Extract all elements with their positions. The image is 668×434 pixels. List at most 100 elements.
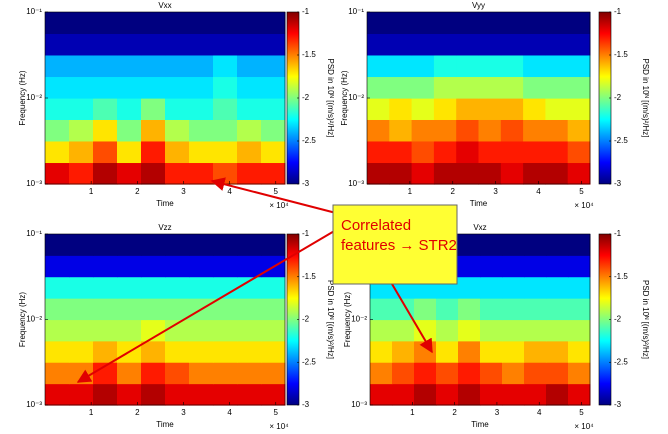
heatmap-cell (411, 97, 435, 120)
heatmap-cell (237, 33, 262, 56)
heatmap-cell (458, 362, 481, 385)
heatmap-cell (456, 11, 479, 34)
arrow (76, 229, 337, 383)
heatmap-cell (370, 319, 393, 342)
arrow (210, 177, 337, 214)
heatmap-cell (478, 33, 502, 56)
heatmap-cell (189, 319, 214, 342)
heatmap-cell (93, 383, 118, 406)
heatmap-cell (93, 76, 118, 99)
heatmap-cell (165, 97, 190, 120)
heatmap-cell (189, 162, 214, 185)
heatmap-cell (433, 76, 457, 99)
heatmap-cell (165, 233, 190, 256)
heatmap-cell (237, 55, 262, 78)
heatmap-cell (141, 76, 166, 99)
heatmap-cell (93, 141, 118, 164)
heatmap-cell (523, 97, 546, 120)
heatmap-cell (389, 33, 413, 56)
heatmap-cell (500, 141, 524, 164)
x-tick-label: 4 (227, 408, 232, 417)
colorbar-tick-label: -3 (302, 400, 310, 409)
heatmap-cell (261, 340, 286, 363)
heatmap-cell (500, 76, 524, 99)
colorbar-label: PSD in 10ᴺ [(m/s)²/Hz] (326, 280, 335, 359)
heatmap-cell (478, 11, 502, 34)
heatmap-cell (189, 33, 214, 56)
colorbar-label: PSD in 10ᴺ [(m/s)²/Hz] (326, 58, 335, 137)
x-tick-label: 3 (493, 187, 498, 196)
heatmap-cell (480, 319, 503, 342)
heatmap-cell (458, 233, 481, 256)
heatmap-cell (165, 11, 190, 34)
heatmap-cell (567, 76, 591, 99)
heatmap-cell (392, 383, 415, 406)
heatmap-cell (69, 141, 94, 164)
heatmap-cell (165, 162, 190, 185)
heatmap-cell (93, 276, 118, 299)
heatmap-cell (141, 383, 166, 406)
heatmap-cell (433, 162, 457, 185)
heatmap-cell (478, 97, 502, 120)
heatmap-cell (524, 233, 547, 256)
heatmap-cell (117, 319, 142, 342)
colorbar-tick-label: -2.5 (614, 357, 628, 366)
heatmap-cell (69, 97, 94, 120)
heatmap-cell (480, 383, 503, 406)
heatmap-cell (546, 340, 569, 363)
heatmap-cell (189, 76, 214, 99)
heatmap-cell (69, 319, 94, 342)
heatmap-cell (117, 141, 142, 164)
heatmap-cell (141, 141, 166, 164)
heatmap-cell (213, 383, 238, 406)
colorbar-tick-label: -2 (302, 93, 310, 102)
heatmap-cell (392, 340, 415, 363)
heatmap-cell (367, 162, 390, 185)
heatmap-cell (141, 298, 166, 321)
x-tick-label: 2 (135, 408, 140, 417)
heatmap-cell (500, 33, 524, 56)
x-axis-label: Time (470, 199, 488, 208)
heatmap-cell (69, 162, 94, 185)
x-tick-label: 4 (227, 187, 232, 196)
heatmap-cell (237, 11, 262, 34)
heatmap-cell (165, 362, 190, 385)
heatmap-cell (411, 55, 435, 78)
heatmap-cell (500, 119, 524, 142)
heatmap-cell (523, 119, 546, 142)
heatmap-cell (141, 276, 166, 299)
heatmap-cell (523, 55, 546, 78)
heatmap-cell (237, 76, 262, 99)
heatmap-cell (524, 276, 547, 299)
heatmap-cell (213, 233, 238, 256)
heatmap-cell (370, 383, 393, 406)
heatmap-cell (117, 162, 142, 185)
heatmap-cell (189, 276, 214, 299)
heatmap-cell (69, 298, 94, 321)
heatmap-cell (480, 276, 503, 299)
heatmap-cell (480, 340, 503, 363)
x-tick-label: 5 (274, 187, 279, 196)
heatmap-cell (433, 33, 457, 56)
heatmap-cell (456, 119, 479, 142)
heatmap-cell (165, 383, 190, 406)
heatmap-cell (567, 162, 591, 185)
heatmap-cell (367, 33, 390, 56)
heatmap-cell (45, 97, 70, 120)
heatmap-cell (367, 76, 390, 99)
heatmap-cell (436, 319, 459, 342)
heatmap-cell (117, 97, 142, 120)
heatmap-cell (45, 76, 70, 99)
panel: 1 2 3 4 5 10⁻³ 10⁻² 10⁻¹ Time × 10⁴ Frequency (Hz)… (18, 223, 335, 431)
heatmap-cell (433, 141, 457, 164)
y-axis-label: Frequency (Hz) (18, 70, 27, 125)
heatmap-cell (502, 319, 525, 342)
heatmap-cell (567, 11, 591, 34)
heatmap-cell (500, 162, 524, 185)
heatmap-cell (117, 11, 142, 34)
heatmap-cell (213, 33, 238, 56)
heatmap-cell (261, 276, 286, 299)
heatmap-cell (545, 97, 569, 120)
heatmap-cell (261, 298, 286, 321)
